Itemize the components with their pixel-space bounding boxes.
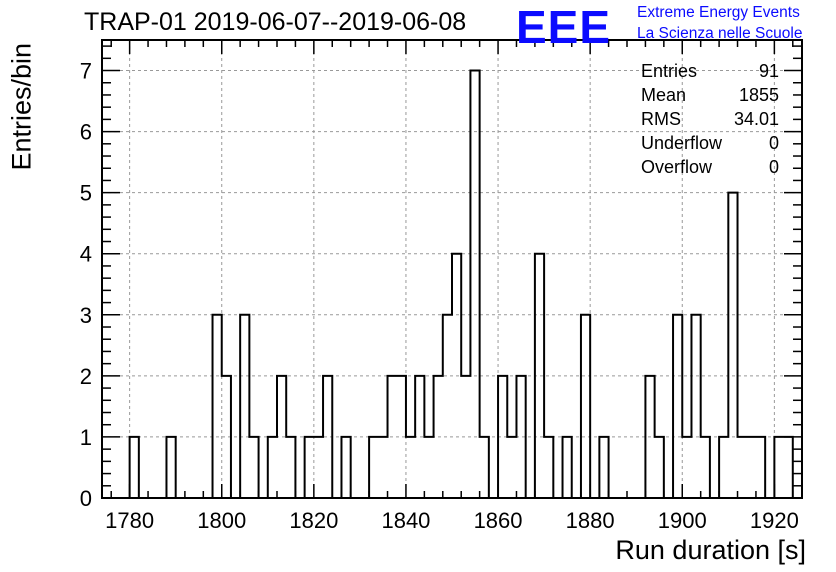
tick-labels: 1780 1800 1820 1840 1860 1880 1900 1920 0 1 2 3 4 5 6 7: [80, 59, 799, 533]
y-tick-label: 2: [80, 364, 92, 389]
x-tick-label: 1880: [566, 508, 615, 533]
axis-ticks: [102, 40, 802, 499]
x-tick-label: 1860: [474, 508, 523, 533]
x-tick-label: 1780: [105, 508, 154, 533]
y-tick-label: 4: [80, 242, 92, 267]
stats-box: Entries 91 Mean 1855 RMS 34.01 Underflow 0 O…: [641, 59, 779, 179]
x-tick-label: 1920: [750, 508, 799, 533]
y-tick-label: 6: [80, 120, 92, 145]
x-tick-label: 1900: [658, 508, 707, 533]
x-tick-label: 1820: [289, 508, 338, 533]
logo-line-2: La Scienza nelle Scuole: [637, 25, 803, 42]
x-axis-label: Run duration [s]: [615, 535, 806, 565]
stat-rms: RMS 34.01: [641, 109, 779, 129]
y-tick-label: 3: [80, 303, 92, 328]
y-tick-label: 1: [80, 425, 92, 450]
logo-line-1: Extreme Energy Events: [637, 4, 800, 21]
stat-entries: Entries 91: [641, 61, 779, 81]
y-tick-label: 7: [80, 59, 92, 84]
x-tick-label: 1840: [381, 508, 430, 533]
plot-frame: [101, 39, 803, 499]
eee-logo: EEE: [516, 1, 612, 53]
x-tick-label: 1800: [197, 508, 246, 533]
stat-mean: Mean 1855: [641, 85, 779, 105]
histogram-outline: [102, 69, 802, 499]
y-axis-label: Entries/bin: [6, 42, 37, 171]
stat-overflow: Overflow 0: [641, 157, 779, 177]
y-tick-label: 0: [80, 486, 92, 511]
chart-title: TRAP-01 2019-06-07--2019-06-08: [84, 8, 467, 36]
stat-underflow: Underflow 0: [641, 133, 779, 153]
y-tick-label: 5: [80, 181, 92, 206]
